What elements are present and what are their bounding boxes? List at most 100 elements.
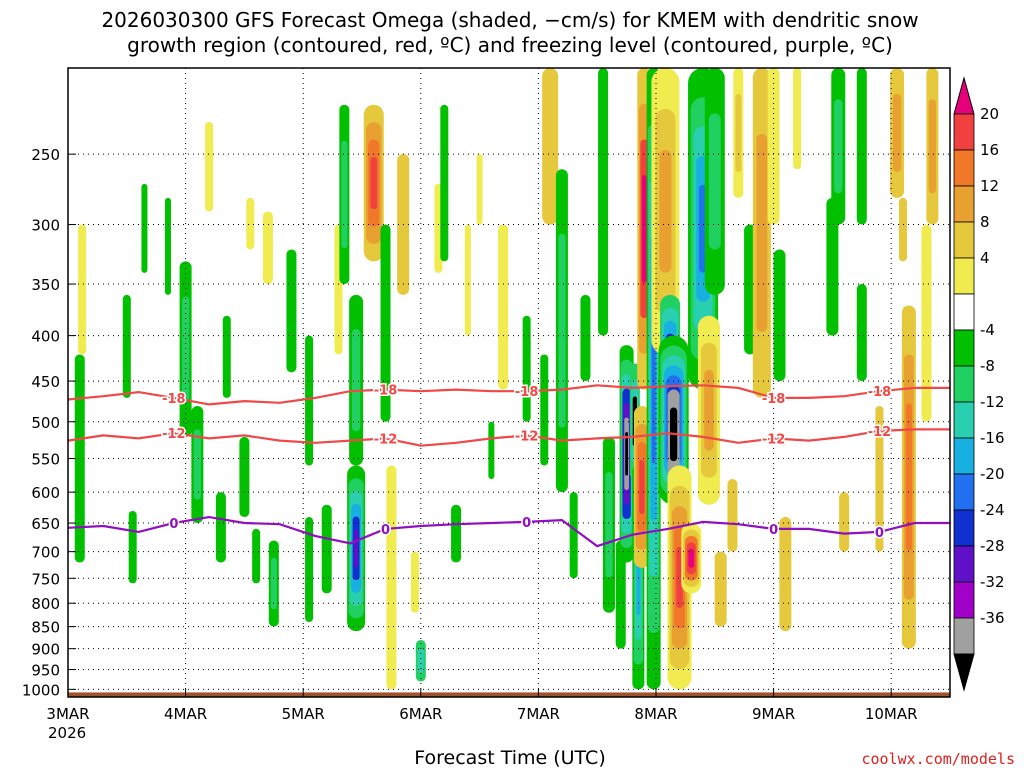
omega-streak: [605, 472, 613, 578]
y-tick-label: 500: [31, 414, 60, 432]
omega-streak: [856, 68, 867, 225]
colorbar-label: -20: [980, 465, 1005, 483]
y-tick-label: 400: [31, 328, 60, 346]
y-tick-label: 1000: [22, 681, 60, 699]
contour-label: -12: [162, 427, 186, 442]
x-tick-label: 10MAR: [865, 705, 918, 723]
plot-gridlines: [67, 68, 950, 697]
colorbar-swatch: [953, 76, 975, 115]
contour-label: -12: [762, 432, 786, 447]
omega-streak: [735, 93, 742, 172]
omega-streak: [78, 224, 87, 355]
contour-label: -12: [515, 429, 539, 444]
omega-streak: [542, 68, 559, 225]
omega-streak: [598, 68, 609, 336]
colorbar-swatch: [953, 653, 975, 692]
omega-streak: [773, 249, 786, 382]
y-tick-label: 950: [31, 662, 60, 680]
omega-streak: [928, 99, 936, 194]
y-tick-label: 650: [31, 515, 60, 533]
omega-streak: [641, 175, 647, 283]
omega-streak: [305, 517, 314, 623]
omega-streak: [410, 551, 419, 613]
y-tick-label: 250: [31, 146, 60, 164]
omega-streak: [793, 68, 802, 170]
chart-title-line2: growth region (contoured, red, ºC) and f…: [127, 33, 893, 57]
colorbar-label: 16: [980, 141, 999, 159]
x-tick-label: 3MAR: [46, 705, 89, 723]
y-axis-pressure-ticks: 250 300 350 400 450 500 550 600 650 700 750 800 850 9…: [22, 146, 76, 699]
omega-streak: [615, 540, 626, 649]
colorbar-swatch: [953, 113, 975, 151]
colorbar-swatch: [953, 617, 975, 655]
omega-streak: [898, 197, 907, 262]
contour-line: [67, 428, 950, 447]
omega-streak: [905, 403, 912, 551]
omega-streak: [625, 432, 628, 476]
omega-streak: [826, 197, 839, 336]
contour-label: 0: [522, 516, 531, 531]
omega-streak: [182, 296, 190, 402]
omega-streak: [321, 504, 332, 594]
contour-label: 0: [769, 523, 778, 538]
omega-streak: [341, 140, 348, 249]
x-axis-title: Forecast Time (UTC): [414, 747, 605, 768]
colorbar-swatch: [953, 509, 975, 547]
omega-streak: [569, 492, 578, 579]
omega-streak: [440, 104, 449, 262]
contour-label: -18: [762, 392, 786, 407]
colorbar-swatch: [953, 437, 975, 475]
omega-streak: [676, 546, 683, 608]
omega-streak: [270, 557, 277, 610]
x-tick-label: 6MAR: [399, 705, 442, 723]
contour-label: -12: [374, 432, 398, 447]
ground-terrain: [68, 692, 950, 697]
colorbar-swatch: [953, 401, 975, 439]
colorbar-label: 4: [980, 249, 990, 267]
omega-streak: [834, 99, 843, 194]
colorbar-label: 12: [980, 177, 999, 195]
omega-streak: [193, 429, 201, 500]
colorbar-legend: 20 16 12 8 4 -4 -8 -12 -16 -20 -24 -28 -32 -36: [953, 76, 1005, 692]
omega-streak: [464, 224, 471, 336]
colorbar-label: -16: [980, 429, 1005, 447]
x-axis-year-label: 2026: [48, 724, 86, 742]
temperature-contours: -18 -18 -18 -18 -18 -12 -12 -12 -12 -12 0 0 0 0 0: [67, 382, 950, 548]
omega-streak: [286, 249, 297, 373]
plot-frame: [67, 67, 951, 698]
omega-streak: [74, 354, 85, 563]
omega-streak: [380, 224, 391, 422]
omega-streak: [164, 197, 171, 295]
colorbar-label: -4: [980, 321, 995, 339]
y-tick-label: 800: [31, 595, 60, 613]
contour-label: -18: [162, 392, 186, 407]
omega-streak: [756, 133, 768, 332]
colorbar-swatch: [953, 257, 975, 295]
y-tick-label: 750: [31, 570, 60, 588]
omega-streak: [252, 528, 261, 584]
contour-label: -18: [868, 385, 892, 400]
omega-streak: [451, 504, 462, 563]
omega-streak: [714, 551, 727, 627]
contour-line: [67, 384, 950, 406]
omega-streak: [386, 465, 397, 690]
x-tick-label: 8MAR: [634, 705, 677, 723]
omega-streak: [476, 154, 483, 225]
y-tick-label: 700: [31, 544, 60, 562]
y-tick-label: 900: [31, 641, 60, 659]
omega-streak: [222, 315, 231, 398]
omega-streak: [354, 529, 359, 568]
omega-streak: [708, 113, 721, 250]
omega-streak: [488, 421, 495, 480]
omega-streak: [215, 492, 226, 563]
colorbar-label: -24: [980, 501, 1005, 519]
omega-streak: [688, 548, 695, 568]
colorbar-swatch: [953, 149, 975, 187]
colorbar-swatch: [953, 473, 975, 511]
colorbar-label: 20: [980, 105, 999, 123]
omega-streak: [305, 335, 314, 466]
ground-fill: [68, 692, 950, 697]
omega-streak: [540, 354, 549, 466]
omega-streak: [839, 492, 850, 552]
